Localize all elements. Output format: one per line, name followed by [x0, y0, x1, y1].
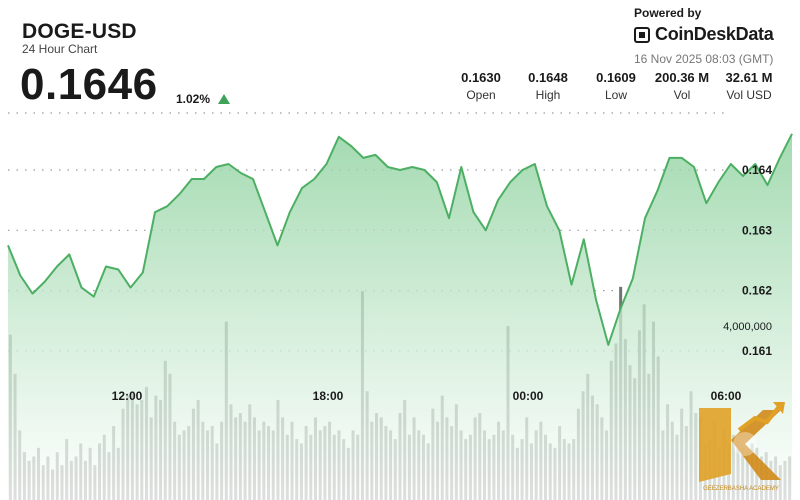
- x-tick-label: 12:00: [112, 389, 143, 403]
- change-percent: 1.02%: [176, 92, 211, 106]
- price-area-fill: [8, 133, 792, 500]
- y-tick-label: 0.164: [742, 163, 772, 177]
- academy-logo-watermark: GEEZERBASHA ACADEMY: [699, 402, 785, 492]
- powered-by-label: Powered by: [634, 6, 702, 20]
- y-tick-label: 0.162: [742, 284, 772, 298]
- brand-logo[interactable]: CoinDeskData: [634, 24, 774, 45]
- x-tick-label: 06:00: [711, 389, 742, 403]
- price-area: [7, 133, 793, 500]
- pair-title: DOGE-USD: [22, 20, 137, 43]
- stat-vol: 200.36 M Vol: [642, 70, 722, 102]
- timestamp: 16 Nov 2025 08:03 (GMT): [634, 52, 774, 66]
- stat-high-value: 0.1648: [528, 70, 568, 85]
- price-line: [7, 133, 793, 346]
- volume-tick-label: 4,000,000: [723, 321, 772, 333]
- stat-low: 0.1609 Low: [576, 70, 656, 102]
- coindesk-logo-icon: [634, 26, 650, 43]
- current-price: 0.1646: [20, 60, 158, 109]
- stat-open-label: Open: [466, 88, 496, 102]
- up-arrow-icon: [218, 94, 230, 104]
- stat-low-value: 0.1609: [596, 70, 636, 85]
- brand-name: CoinDeskData: [655, 24, 774, 44]
- stat-high: 0.1648 High: [508, 70, 588, 102]
- stat-vol-usd: 32.61 M Vol USD: [709, 70, 789, 102]
- stat-open: 0.1630 Open: [441, 70, 521, 102]
- stat-vol-usd-value: 32.61 M: [725, 70, 773, 85]
- stat-vol-label: Vol: [673, 88, 691, 102]
- x-tick-label: 18:00: [313, 389, 344, 403]
- stat-open-value: 0.1630: [461, 70, 501, 85]
- y-tick-label: 0.163: [742, 223, 772, 237]
- axis-labels: 0.161 0.162 0.163 0.164 4,000,000 12:00 18:00 0…: [112, 163, 773, 403]
- stat-vol-usd-label: Vol USD: [726, 88, 772, 102]
- svg-text:GEEZERBASHA ACADEMY: GEEZERBASHA ACADEMY: [703, 486, 779, 492]
- stat-high-label: High: [535, 88, 561, 102]
- y-tick-label: 0.161: [742, 344, 772, 358]
- stat-vol-value: 200.36 M: [654, 70, 710, 85]
- stat-low-label: Low: [604, 88, 627, 102]
- x-tick-label: 00:00: [513, 389, 544, 403]
- chart-subtitle: 24 Hour Chart: [22, 42, 98, 56]
